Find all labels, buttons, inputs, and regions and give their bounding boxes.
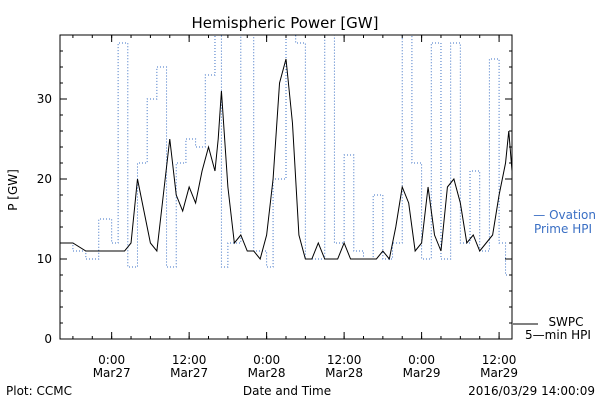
y-tick-label: 30 (37, 92, 52, 106)
chart-title: Hemispheric Power [GW] (192, 14, 379, 32)
legend-swpc-line2: 5—min HPI (525, 328, 591, 342)
legend-swpc-line1: SWPC (548, 315, 583, 329)
x-tick-label-date: Mar28 (325, 366, 363, 380)
x-tick-label-date: Mar29 (403, 366, 441, 380)
x-tick-label-time: 12:00 (482, 353, 517, 367)
x-tick-label-date: Mar28 (248, 366, 286, 380)
legend-ovation-line2: Prime HPI (534, 222, 592, 236)
x-tick-label-date: Mar27 (170, 366, 208, 380)
y-axis: 0 10 20 30 (37, 34, 512, 346)
swpc-series (60, 58, 513, 261)
x-tick-label-date: Mar27 (93, 366, 131, 380)
plot-credit: Plot: CCMC (6, 384, 72, 398)
y-tick-label: 10 (37, 252, 52, 266)
x-tick-label-time: 0:00 (253, 353, 280, 367)
y-tick-label: 20 (37, 172, 52, 186)
x-tick-label-time: 0:00 (98, 353, 125, 367)
legend-ovation-line1: — Ovation (533, 208, 596, 222)
y-axis-label: P [GW] (6, 169, 20, 211)
x-tick-label-time: 12:00 (172, 353, 207, 367)
ovation-prime-series (60, 34, 512, 276)
x-tick-label-time: 0:00 (408, 353, 435, 367)
x-tick-label-time: 12:00 (327, 353, 362, 367)
plot-frame (59, 34, 513, 340)
y-tick-label: 0 (44, 332, 52, 346)
ovation-prime-line (60, 34, 512, 276)
x-axis-label: Date and Time (243, 384, 331, 398)
swpc-hpi-line (60, 58, 513, 261)
x-tick-label-date: Mar29 (480, 366, 518, 380)
x-axis: 0:00Mar2712:00Mar270:00Mar2812:00Mar280:… (72, 35, 518, 380)
plot-timestamp: 2016/03/29 14:00:09 (468, 384, 595, 398)
